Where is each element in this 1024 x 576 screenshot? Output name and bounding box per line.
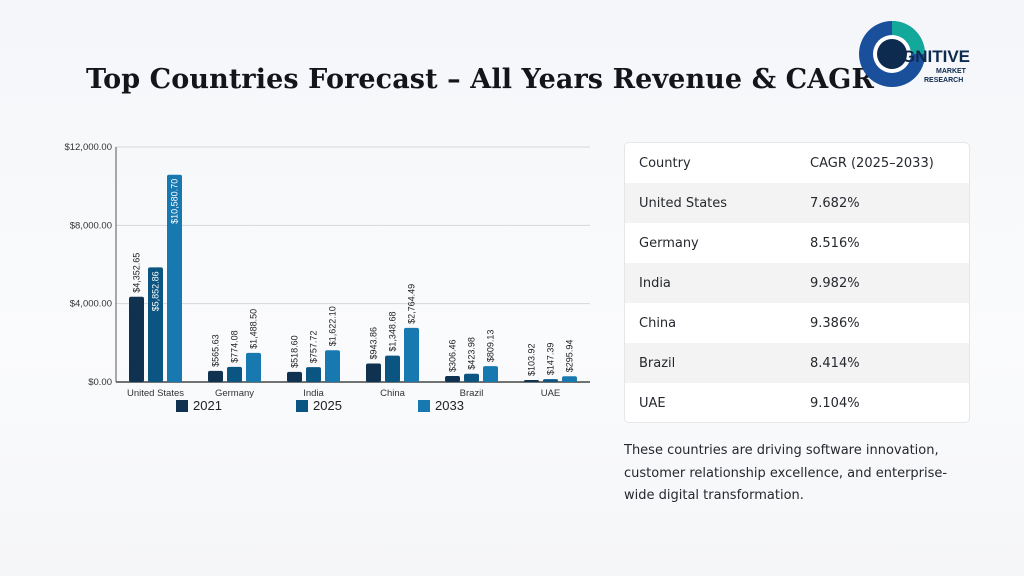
data-label: $103.92 <box>527 343 537 376</box>
x-tick-label: Germany <box>215 388 254 399</box>
revenue-chart: $0.00 $4,000.00 $8,000.00 $12,000.00 United … <box>40 135 600 425</box>
legend-item-2021: 2021 <box>176 398 222 413</box>
legend-swatch-2033 <box>418 399 430 412</box>
bar <box>129 296 144 382</box>
data-label: $943.86 <box>369 327 379 360</box>
table-row: Germany 8.516% <box>625 223 969 263</box>
legend-label-2021: 2021 <box>193 398 222 413</box>
data-label: $2,764.49 <box>407 284 417 324</box>
cagr-table: Country CAGR (2025–2033) United States 7… <box>624 142 970 423</box>
data-label: $774.08 <box>230 330 240 363</box>
data-label: $809.13 <box>486 330 496 363</box>
summary-note: These countries are driving software inn… <box>624 443 948 503</box>
bar <box>404 327 419 382</box>
table-cell-cagr: 9.386% <box>810 315 860 331</box>
bar <box>148 267 163 382</box>
y-tick-label: $4,000.00 <box>70 299 112 310</box>
data-label: $306.46 <box>448 339 458 372</box>
bar <box>483 366 498 382</box>
bar <box>325 350 340 382</box>
table-cell-cagr: 9.982% <box>810 275 860 291</box>
table-cell-cagr: 8.414% <box>810 355 860 371</box>
bar <box>167 174 182 382</box>
table-row: UAE 9.104% <box>625 383 969 422</box>
bar <box>306 367 321 382</box>
table-header-cagr: CAGR (2025–2033) <box>810 155 934 171</box>
x-tick-label: UAE <box>541 388 561 399</box>
page-title: Top Countries Forecast – All Years Reven… <box>86 64 875 95</box>
bar <box>287 371 302 382</box>
y-tick-label: $12,000.00 <box>64 142 112 153</box>
y-tick-label: $8,000.00 <box>70 220 112 231</box>
legend-item-2033: 2033 <box>418 398 464 413</box>
data-label: $565.63 <box>211 334 221 367</box>
table-cell-cagr: 8.516% <box>810 235 860 251</box>
x-tick-label: Brazil <box>460 388 484 399</box>
legend-label-2033: 2033 <box>435 398 464 413</box>
table-row: India 9.982% <box>625 263 969 303</box>
data-label: $1,488.50 <box>249 309 259 349</box>
data-label: $10,580.70 <box>170 179 180 224</box>
bar <box>445 375 460 382</box>
data-label: $1,348.68 <box>388 312 398 352</box>
logo-sub2: RESEARCH <box>924 77 963 84</box>
bar <box>208 370 223 382</box>
bar <box>385 355 400 382</box>
table-cell-country: United States <box>639 195 728 211</box>
table-header-country: Country <box>639 155 691 171</box>
legend-label-2025: 2025 <box>313 398 342 413</box>
company-logo: GNITIVE MARKET RESEARCH <box>859 21 970 87</box>
table-cell-country: India <box>639 275 671 291</box>
data-label: $147.39 <box>546 343 556 376</box>
table-cell-cagr: 7.682% <box>810 195 860 211</box>
table-cell-country: Brazil <box>639 355 676 371</box>
x-tick-label: United States <box>127 388 184 399</box>
data-label: $5,852.86 <box>151 271 161 311</box>
data-label: $757.72 <box>309 331 319 364</box>
table-cell-cagr: 9.104% <box>810 395 860 411</box>
x-tick-label: China <box>380 388 406 399</box>
legend-swatch-2025 <box>296 399 308 412</box>
logo-ring-teal <box>892 21 925 54</box>
revenue-chart-svg: $0.00 $4,000.00 $8,000.00 $12,000.00 United … <box>64 142 590 399</box>
data-label: $1,622.10 <box>328 306 338 346</box>
legend-item-2025: 2025 <box>296 398 342 413</box>
legend-swatch-2021 <box>176 399 188 412</box>
table-cell-country: China <box>639 315 677 331</box>
data-label: $4,352.65 <box>132 253 142 293</box>
table-header-row: Country CAGR (2025–2033) <box>625 143 969 183</box>
logo-word: GNITIVE <box>902 47 970 66</box>
bar <box>524 379 539 382</box>
table-row: Brazil 8.414% <box>625 343 969 383</box>
logo-sub1: MARKET <box>936 68 967 75</box>
bar <box>464 373 479 382</box>
table-cell-country: UAE <box>639 395 666 411</box>
bar <box>366 363 381 382</box>
y-tick-label: $0.00 <box>88 377 112 388</box>
data-label: $518.60 <box>290 335 300 368</box>
data-label: $423.98 <box>467 337 477 370</box>
data-label: $295.94 <box>565 340 575 373</box>
bar <box>227 366 242 382</box>
logo-core <box>877 39 907 69</box>
bar <box>246 352 261 382</box>
table-cell-country: Germany <box>639 235 699 251</box>
table-row: China 9.386% <box>625 303 969 343</box>
chart-legend: 2021 2025 2033 <box>150 398 570 414</box>
table-row: United States 7.682% <box>625 183 969 223</box>
x-tick-label: India <box>303 388 324 399</box>
bar <box>562 376 577 382</box>
bar <box>543 379 558 382</box>
